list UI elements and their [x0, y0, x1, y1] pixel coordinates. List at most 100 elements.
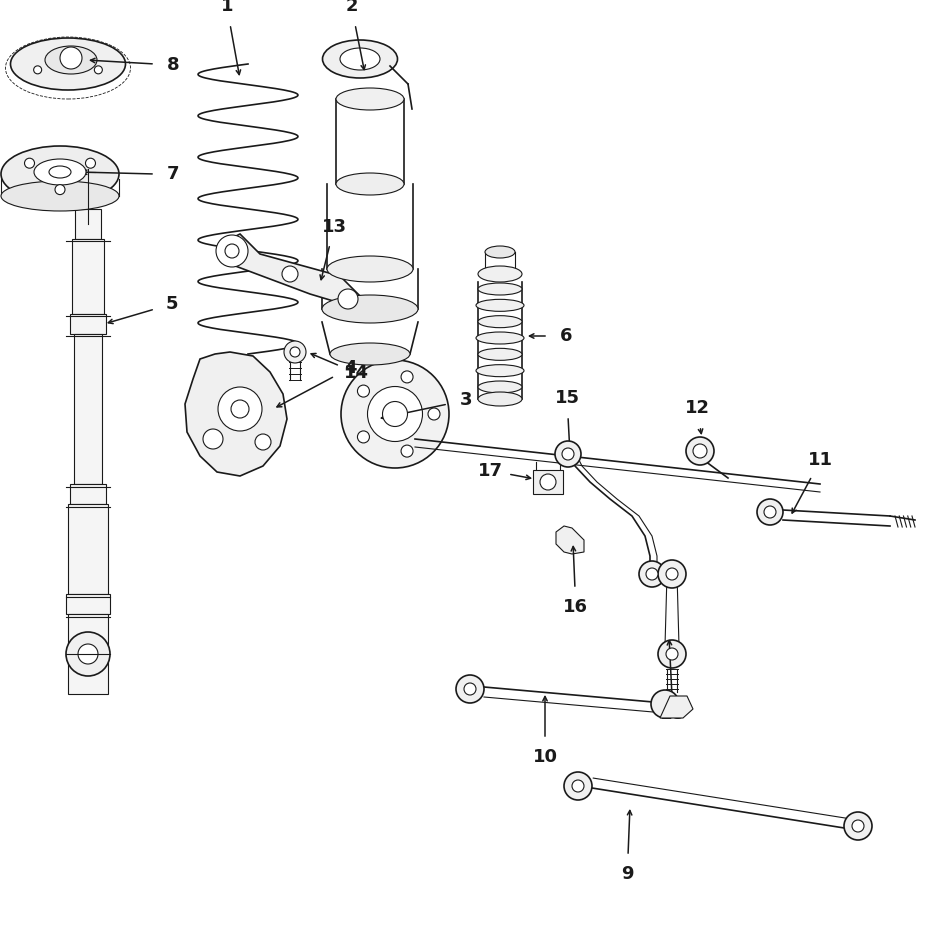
Circle shape — [666, 648, 678, 660]
Ellipse shape — [478, 266, 522, 282]
Circle shape — [564, 772, 592, 800]
Text: 2: 2 — [345, 0, 357, 15]
Circle shape — [456, 675, 484, 703]
Circle shape — [357, 385, 369, 397]
Circle shape — [231, 400, 249, 418]
Text: 14: 14 — [344, 364, 369, 382]
Circle shape — [216, 235, 248, 267]
Bar — [74, 334, 102, 484]
Ellipse shape — [478, 283, 522, 295]
Circle shape — [94, 66, 103, 74]
Circle shape — [78, 644, 98, 664]
Circle shape — [666, 568, 678, 580]
Circle shape — [225, 244, 239, 258]
Circle shape — [852, 820, 864, 832]
Text: 11: 11 — [808, 451, 833, 469]
Text: 7: 7 — [167, 165, 180, 183]
Bar — [72, 239, 104, 314]
Bar — [70, 484, 106, 504]
Circle shape — [464, 683, 476, 695]
Circle shape — [60, 47, 82, 69]
Circle shape — [572, 780, 584, 792]
Circle shape — [844, 812, 872, 840]
Ellipse shape — [382, 401, 407, 427]
Circle shape — [33, 66, 42, 74]
Circle shape — [282, 266, 298, 282]
Circle shape — [651, 690, 679, 718]
Circle shape — [66, 632, 110, 676]
Circle shape — [658, 640, 686, 668]
Circle shape — [284, 341, 306, 363]
Bar — [68, 614, 108, 694]
Bar — [70, 314, 106, 334]
Circle shape — [55, 185, 65, 194]
Circle shape — [24, 159, 34, 168]
Circle shape — [562, 448, 574, 460]
Text: 4: 4 — [344, 359, 357, 377]
Ellipse shape — [49, 166, 71, 178]
Circle shape — [658, 560, 686, 588]
Ellipse shape — [330, 343, 410, 365]
Polygon shape — [660, 696, 693, 718]
Ellipse shape — [1, 146, 119, 202]
Ellipse shape — [340, 48, 380, 70]
Ellipse shape — [34, 159, 86, 185]
Text: 15: 15 — [555, 389, 580, 407]
Ellipse shape — [476, 364, 524, 377]
Text: 1: 1 — [220, 0, 233, 15]
Circle shape — [338, 289, 358, 309]
Circle shape — [428, 408, 440, 420]
Circle shape — [693, 444, 707, 458]
Text: 3: 3 — [459, 391, 472, 410]
Ellipse shape — [368, 386, 422, 442]
Ellipse shape — [478, 348, 522, 361]
Circle shape — [401, 445, 413, 457]
Circle shape — [290, 347, 300, 357]
Circle shape — [85, 159, 95, 168]
Ellipse shape — [476, 299, 524, 312]
Ellipse shape — [341, 360, 449, 468]
Circle shape — [540, 474, 556, 490]
Circle shape — [639, 561, 665, 587]
Ellipse shape — [45, 46, 97, 74]
Ellipse shape — [478, 315, 522, 328]
Circle shape — [646, 568, 658, 580]
Text: 12: 12 — [684, 399, 709, 417]
Text: 9: 9 — [621, 865, 633, 883]
Circle shape — [255, 434, 271, 450]
Text: 18: 18 — [660, 705, 685, 723]
Polygon shape — [185, 352, 287, 476]
Ellipse shape — [322, 295, 418, 323]
Bar — [68, 504, 108, 594]
Text: 17: 17 — [478, 462, 503, 480]
Ellipse shape — [10, 38, 126, 90]
Text: 5: 5 — [166, 295, 179, 312]
Bar — [533, 470, 563, 494]
Circle shape — [757, 499, 783, 525]
Text: 10: 10 — [532, 748, 557, 766]
Circle shape — [357, 430, 369, 443]
Ellipse shape — [327, 256, 413, 282]
Ellipse shape — [476, 332, 524, 344]
Text: 6: 6 — [559, 327, 572, 345]
Ellipse shape — [478, 381, 522, 393]
Ellipse shape — [1, 181, 119, 211]
Text: 16: 16 — [563, 598, 588, 616]
Ellipse shape — [478, 392, 522, 406]
Bar — [75, 209, 101, 239]
Ellipse shape — [336, 173, 404, 195]
Bar — [66, 594, 110, 614]
Text: 13: 13 — [322, 217, 347, 236]
Ellipse shape — [322, 40, 397, 78]
Circle shape — [218, 387, 262, 431]
Polygon shape — [556, 526, 584, 554]
Circle shape — [401, 371, 413, 383]
Text: 8: 8 — [167, 56, 180, 74]
Polygon shape — [220, 234, 360, 306]
Circle shape — [764, 506, 776, 518]
Circle shape — [555, 441, 581, 467]
Circle shape — [203, 429, 223, 449]
Ellipse shape — [485, 246, 515, 258]
Ellipse shape — [336, 88, 404, 110]
Circle shape — [686, 437, 714, 465]
